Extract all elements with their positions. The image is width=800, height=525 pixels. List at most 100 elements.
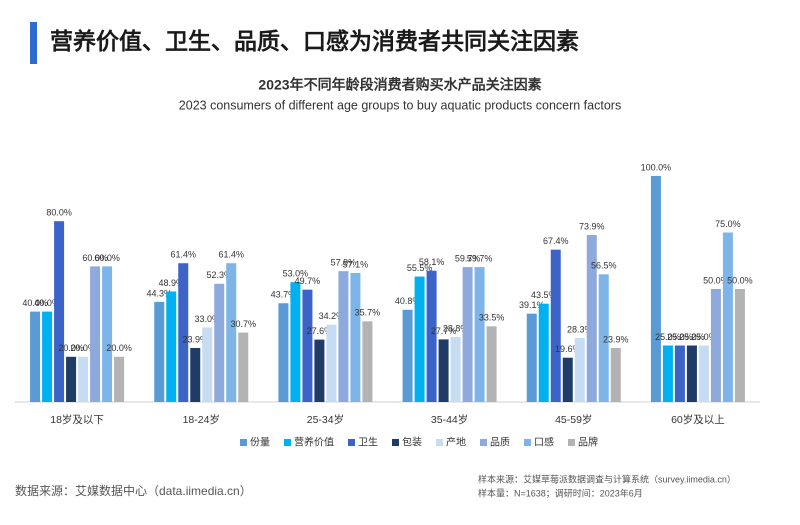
value-label: 55.5% <box>407 263 433 273</box>
bar <box>598 274 609 402</box>
value-label: 75.0% <box>715 219 741 229</box>
bar <box>314 339 325 402</box>
value-label: 61.4% <box>218 250 244 260</box>
value-label: 19.6% <box>555 344 581 354</box>
value-label: 28.8% <box>443 323 469 333</box>
value-label: 44.3% <box>146 288 172 298</box>
legend-label: 份量 <box>250 437 270 449</box>
bar <box>154 301 165 402</box>
legend-label: 口感 <box>534 436 554 449</box>
bar <box>722 232 733 402</box>
value-label: 53.0% <box>283 269 309 279</box>
legend-label: 品牌 <box>578 436 598 449</box>
value-label: 35.7% <box>355 308 381 318</box>
bar <box>650 176 661 402</box>
value-label: 59.7% <box>467 253 493 263</box>
legend-swatch <box>240 439 247 446</box>
x-tick-label: 60岁及以上 <box>671 413 725 426</box>
bar <box>226 263 237 402</box>
value-label: 43.5% <box>531 290 557 300</box>
bar <box>302 289 313 402</box>
value-label: 57.1% <box>343 259 369 269</box>
value-label: 56.5% <box>591 261 617 271</box>
legend-swatch <box>348 439 355 446</box>
legend-swatch <box>568 439 575 446</box>
bar <box>338 271 349 402</box>
bar <box>362 321 373 402</box>
bar <box>238 332 249 402</box>
value-label: 43.7% <box>271 290 297 300</box>
value-label: 28.3% <box>567 324 593 334</box>
chart-subtitle: 2023 consumers of different age groups t… <box>179 98 621 112</box>
value-label: 33.5% <box>479 313 505 323</box>
value-label: 33.0% <box>194 314 220 324</box>
value-label: 60.0% <box>94 253 120 263</box>
bar <box>166 291 177 402</box>
bar <box>686 345 697 402</box>
value-label: 48.9% <box>158 278 184 288</box>
bar <box>214 283 225 402</box>
bar <box>42 311 53 402</box>
bar <box>90 266 101 402</box>
bar <box>438 339 449 402</box>
legend-swatch <box>436 439 443 446</box>
bar <box>30 311 41 402</box>
x-tick-label: 35-44岁 <box>431 413 468 426</box>
value-label: 58.1% <box>419 257 445 267</box>
value-label: 61.4% <box>170 250 196 260</box>
bar <box>462 267 473 402</box>
value-label: 60.0% <box>82 253 108 263</box>
page-title: 营养价值、卫生、品质、口感为消费者共同关注因素 <box>50 28 579 54</box>
legend-swatch <box>524 439 531 446</box>
legend-label: 卫生 <box>358 436 378 449</box>
chart-title: 2023年不同年龄段消费者购买水产品关注因素 <box>258 77 541 93</box>
value-label: 52.3% <box>206 270 232 280</box>
value-label: 27.6% <box>307 326 333 336</box>
value-label: 57.9% <box>331 258 357 268</box>
sample-info: 样本量：N=1638；调研时间：2023年6月 <box>478 487 643 498</box>
value-label: 25.0% <box>679 332 705 342</box>
value-label: 50.0% <box>703 275 729 285</box>
legend-label: 产地 <box>446 436 466 449</box>
bar <box>114 356 125 402</box>
bar <box>202 327 213 402</box>
x-tick-label: 18岁及以下 <box>50 413 104 426</box>
legend-label: 营养价值 <box>294 436 334 449</box>
bar <box>734 289 745 402</box>
value-label: 67.4% <box>543 236 569 246</box>
value-label: 27.7% <box>431 326 457 336</box>
bar <box>674 345 685 402</box>
sample-source: 样本来源：艾媒草莓派数据调查与计算系统（survey.iimedia.cn） <box>478 473 736 484</box>
bar <box>78 356 89 402</box>
value-label: 50.0% <box>727 275 753 285</box>
value-label: 40.0% <box>22 298 48 308</box>
bar <box>698 345 709 402</box>
bar <box>402 309 413 402</box>
source-note: 数据来源：艾媒数据中心（data.iimedia.cn） <box>15 483 252 498</box>
value-label: 73.9% <box>579 221 605 231</box>
legend-swatch <box>392 439 399 446</box>
legend-label: 品质 <box>490 437 510 449</box>
bar <box>66 356 77 402</box>
value-label: 30.7% <box>230 319 256 329</box>
value-label: 20.0% <box>58 343 84 353</box>
value-label: 40.8% <box>395 296 421 306</box>
bar <box>562 357 573 402</box>
bar <box>474 267 485 402</box>
value-label: 39.1% <box>519 300 545 310</box>
legend-swatch <box>284 439 291 446</box>
bar <box>350 272 361 402</box>
value-label: 49.7% <box>295 276 321 286</box>
x-tick-label: 45-59岁 <box>555 413 592 426</box>
bar <box>54 221 65 402</box>
bar <box>414 276 425 402</box>
x-tick-label: 25-34岁 <box>307 413 344 426</box>
value-label: 59.7% <box>455 253 481 263</box>
bar <box>574 338 585 402</box>
bar <box>290 282 301 402</box>
value-label: 25.0% <box>691 332 717 342</box>
bar <box>586 234 597 402</box>
value-label: 80.0% <box>46 208 72 218</box>
